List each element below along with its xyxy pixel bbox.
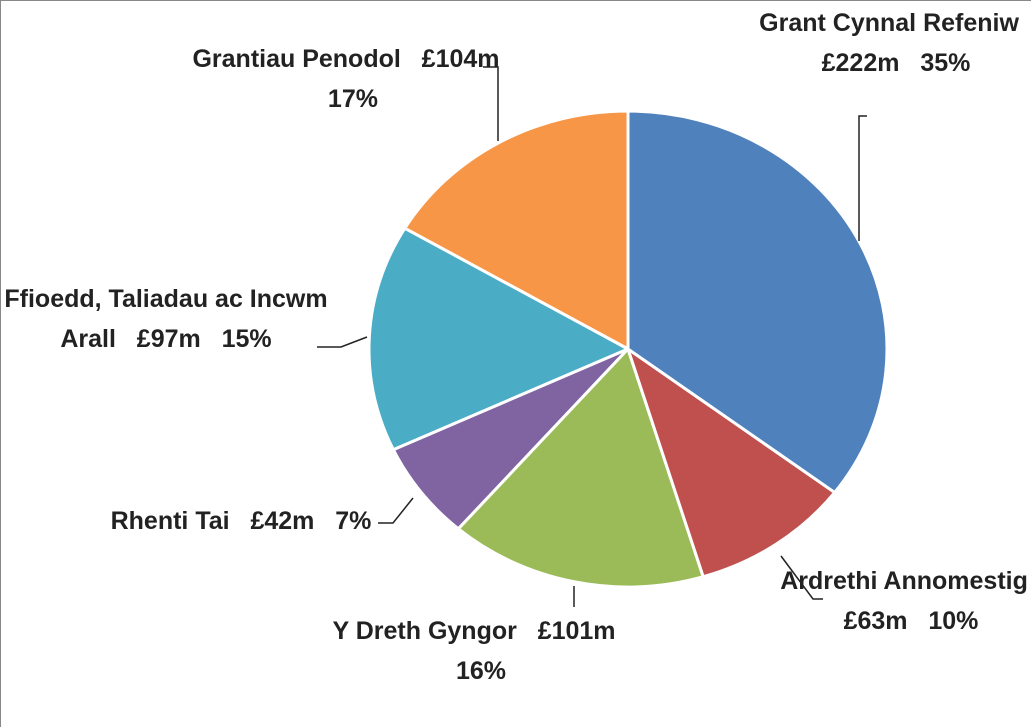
pie-slice: [402, 109, 630, 352]
category-label: Y Dreth Gyngor: [332, 617, 517, 645]
percent-label: 35%: [920, 49, 971, 77]
data-label: Grant Cynnal Refeniw £222m 35%: [741, 3, 1031, 83]
value-label: £97m: [136, 325, 201, 353]
data-label: Ffioedd, Taliadau ac Incwm Arall £97m 15…: [1, 279, 331, 359]
percent-label: 10%: [928, 607, 979, 635]
category-label: Ardrethi Annomestig: [780, 567, 1028, 595]
data-label: Ardrethi Annomestig £63m 10%: [761, 561, 1031, 641]
value-label: £104m: [421, 45, 500, 73]
leader-line: [317, 336, 368, 348]
pie-slice: [391, 347, 630, 531]
pie-slice: [367, 226, 632, 452]
percent-label: 16%: [455, 657, 507, 685]
percent-label: 7%: [335, 507, 372, 535]
category-label: Grant Cynnal Refeniw: [759, 9, 1019, 37]
percent-label: 15%: [221, 325, 272, 353]
percent-label: 17%: [327, 85, 378, 113]
leader-line: [378, 497, 414, 524]
leader-line: [780, 555, 823, 600]
leader-line: [858, 115, 867, 241]
data-label: Grantiau Penodol £104m 17%: [191, 39, 501, 119]
value-label: £101m: [537, 617, 616, 645]
category-label: Rhenti Tai: [110, 507, 230, 535]
category-label: Grantiau Penodol: [192, 45, 401, 73]
pie-slice: [625, 345, 837, 579]
value-label: £222m: [821, 49, 900, 77]
leader-line: [483, 66, 499, 141]
category-label: Ffioedd, Taliadau ac Incwm Arall: [4, 285, 328, 353]
pie-slice: [626, 109, 889, 495]
value-label: £63m: [843, 607, 908, 635]
value-label: £42m: [250, 507, 315, 535]
data-label: Rhenti Tai £42m 7%: [61, 501, 421, 541]
data-label: Y Dreth Gyngor £101m 16%: [331, 611, 631, 691]
pie-slice: [456, 346, 706, 589]
